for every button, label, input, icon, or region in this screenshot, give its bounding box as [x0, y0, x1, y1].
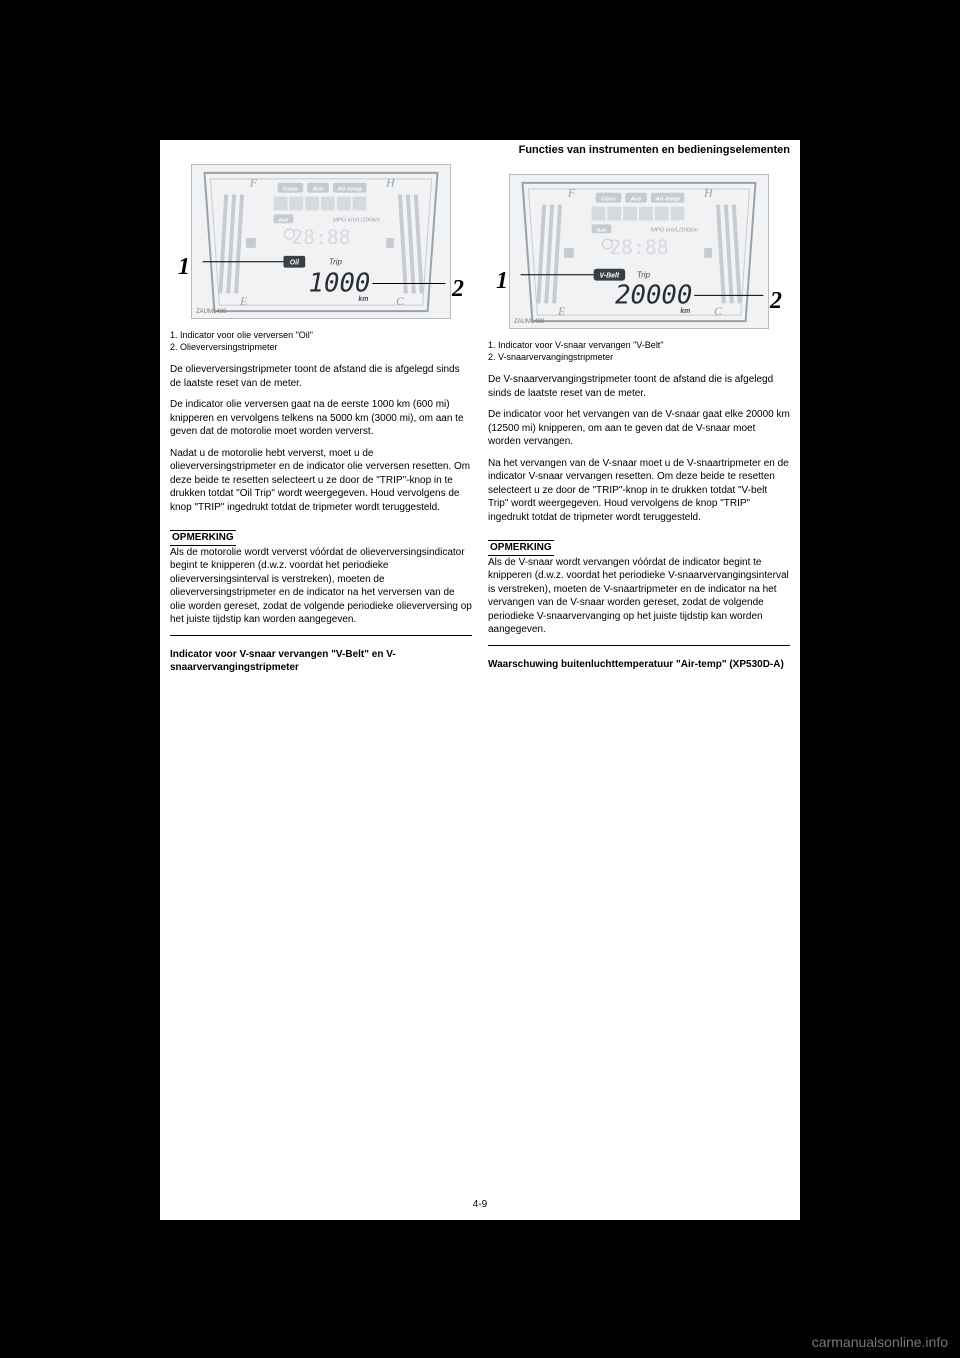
watermark: carmanualsonline.info	[812, 1334, 948, 1350]
scale-label: MPG km/L/100km	[333, 217, 380, 223]
caption-2: Olieverversingstripmeter	[180, 342, 278, 352]
unit: km	[680, 308, 690, 315]
oil-badge: Oil	[290, 260, 300, 267]
letter-c: C	[714, 304, 722, 318]
cons-label: Cons	[601, 197, 616, 203]
column-left: Cons Ave Air-temp Batt MPG km/L/100km 28…	[170, 160, 472, 681]
page: Functies van instrumenten en bedieningse…	[160, 140, 800, 1220]
col2-para3: Na het vervangen van de V-snaar moet u d…	[488, 457, 790, 525]
letter-e: E	[557, 304, 566, 318]
odometer: 20000	[615, 280, 692, 310]
note-heading-1: OPMERKING	[170, 530, 236, 546]
clock: 28:88	[609, 236, 668, 259]
batt-label: Batt	[279, 217, 289, 223]
trip-label: Trip	[637, 271, 651, 280]
letter-e: E	[239, 294, 248, 308]
caption-1: Indicator voor V-snaar vervangen "V-Belt…	[498, 340, 663, 350]
odometer: 1000	[309, 268, 371, 298]
letter-h: H	[385, 176, 396, 190]
col1-para2: De indicator olie verversen gaat na de e…	[170, 398, 472, 439]
figure-2-caption: 1. Indicator voor V-snaar vervangen "V-B…	[488, 339, 790, 363]
columns: Cons Ave Air-temp Batt MPG km/L/100km 28…	[160, 160, 800, 681]
dashboard-display-vbelt: Cons Ave Air-temp Batt MPG km/L/100km 28…	[509, 174, 769, 329]
page-header: Functies van instrumenten en bedieningse…	[160, 140, 800, 160]
note-rule-2	[488, 645, 790, 646]
ave-label: Ave	[630, 197, 643, 203]
airtemp-label: Air-temp	[654, 197, 680, 203]
note-heading-2: OPMERKING	[488, 540, 554, 556]
callout-1: 1	[496, 265, 508, 297]
col1-para3: Nadat u de motorolie hebt ververst, moet…	[170, 447, 472, 515]
col1-section-title: Indicator voor V-snaar vervangen "V-Belt…	[170, 648, 472, 675]
col1-para1: De olieverversingstripmeter toont de afs…	[170, 363, 472, 390]
note-rule-1	[170, 635, 472, 636]
letter-c: C	[396, 294, 404, 308]
airtemp-label: Air-temp	[336, 187, 362, 193]
callout-1: 1	[178, 251, 190, 283]
ave-label: Ave	[312, 187, 325, 193]
zaum-code: ZAUM1489	[514, 318, 544, 326]
figure-1-caption: 1. Indicator voor olie verversen "Oil" 2…	[170, 329, 472, 353]
clock: 28:88	[291, 226, 350, 249]
figure-2: Cons Ave Air-temp Batt MPG km/L/100km 28…	[488, 174, 790, 363]
dashboard-display-oil: Cons Ave Air-temp Batt MPG km/L/100km 28…	[191, 164, 451, 319]
col1-note: Als de motorolie wordt ververst vóórdat …	[170, 546, 472, 627]
callout-2: 2	[452, 273, 464, 305]
col2-section-title: Waarschuwing buitenluchttemperatuur "Air…	[488, 658, 790, 672]
batt-label: Batt	[597, 227, 607, 233]
zaum-code: ZAUM1488	[196, 308, 226, 316]
caption-2: V-snaarvervangingstripmeter	[498, 352, 613, 362]
figure-1: Cons Ave Air-temp Batt MPG km/L/100km 28…	[170, 164, 472, 353]
unit: km	[358, 296, 368, 303]
scale-label: MPG km/L/100km	[651, 227, 698, 233]
vbelt-badge: V-Belt	[600, 273, 620, 280]
col2-para1: De V-snaarvervangingstripmeter toont de …	[488, 373, 790, 400]
cons-label: Cons	[283, 187, 298, 193]
chapter-number: 4	[809, 500, 816, 514]
callout-2: 2	[770, 285, 782, 317]
letter-f: F	[249, 176, 258, 190]
column-right: Cons Ave Air-temp Batt MPG km/L/100km 28…	[488, 160, 790, 681]
col2-note: Als de V-snaar wordt vervangen vóórdat d…	[488, 556, 790, 637]
caption-1: Indicator voor olie verversen "Oil"	[180, 330, 313, 340]
page-number: 4-9	[160, 1199, 800, 1210]
col2-para2: De indicator voor het vervangen van de V…	[488, 408, 790, 449]
trip-label: Trip	[329, 258, 343, 267]
letter-h: H	[703, 186, 714, 200]
letter-f: F	[567, 186, 576, 200]
